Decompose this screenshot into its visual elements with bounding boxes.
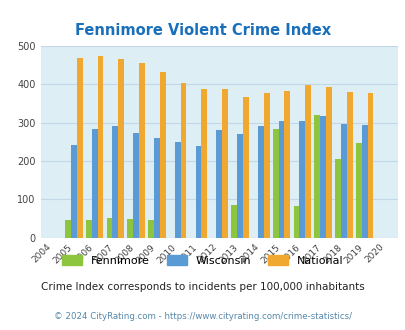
Bar bbox=[298, 121, 305, 238]
Bar bbox=[284, 91, 290, 238]
Bar bbox=[160, 72, 165, 238]
Bar bbox=[112, 126, 118, 238]
Bar bbox=[367, 92, 373, 238]
Bar bbox=[139, 63, 145, 238]
Bar bbox=[340, 123, 346, 238]
Bar bbox=[133, 133, 139, 238]
Text: © 2024 CityRating.com - https://www.cityrating.com/crime-statistics/: © 2024 CityRating.com - https://www.city… bbox=[54, 312, 351, 321]
Bar bbox=[237, 134, 242, 238]
Bar bbox=[231, 206, 237, 238]
Bar bbox=[201, 89, 207, 238]
Bar bbox=[195, 146, 201, 238]
Bar bbox=[293, 206, 298, 238]
Bar bbox=[97, 56, 103, 238]
Bar bbox=[222, 89, 227, 238]
Bar bbox=[148, 220, 153, 238]
Legend: Fennimore, Wisconsin, National: Fennimore, Wisconsin, National bbox=[59, 251, 346, 269]
Bar bbox=[216, 130, 222, 238]
Bar bbox=[77, 58, 82, 238]
Text: Fennimore Violent Crime Index: Fennimore Violent Crime Index bbox=[75, 23, 330, 38]
Bar bbox=[361, 125, 367, 238]
Bar bbox=[92, 129, 97, 238]
Bar bbox=[86, 220, 92, 238]
Bar bbox=[346, 92, 352, 238]
Bar bbox=[278, 121, 284, 238]
Bar bbox=[272, 129, 278, 238]
Bar bbox=[175, 142, 180, 238]
Bar bbox=[313, 115, 320, 238]
Bar bbox=[355, 144, 361, 238]
Bar bbox=[65, 219, 71, 238]
Bar bbox=[71, 145, 77, 238]
Bar bbox=[325, 87, 331, 238]
Bar bbox=[263, 93, 269, 238]
Text: Crime Index corresponds to incidents per 100,000 inhabitants: Crime Index corresponds to incidents per… bbox=[41, 282, 364, 292]
Bar bbox=[305, 85, 310, 238]
Bar bbox=[107, 218, 112, 238]
Bar bbox=[127, 219, 133, 238]
Bar bbox=[257, 126, 263, 238]
Bar bbox=[242, 97, 248, 238]
Bar bbox=[334, 159, 340, 238]
Bar bbox=[320, 116, 325, 238]
Bar bbox=[153, 139, 160, 238]
Bar bbox=[118, 59, 124, 238]
Bar bbox=[180, 82, 186, 238]
